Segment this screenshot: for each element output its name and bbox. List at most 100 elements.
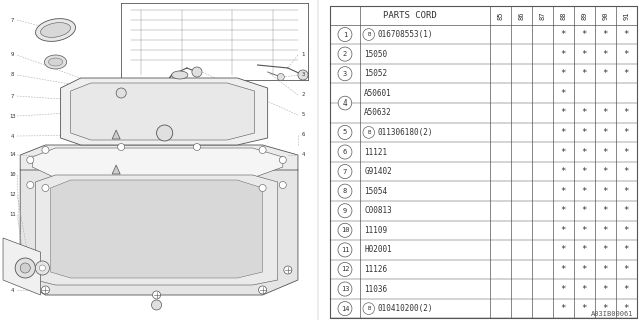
Polygon shape [35,175,278,285]
Circle shape [42,185,49,191]
Text: *: * [623,50,629,59]
Text: *: * [603,128,608,137]
Text: 011306180(2): 011306180(2) [377,128,433,137]
Text: *: * [582,69,587,78]
Text: 85: 85 [497,11,504,20]
Text: 7: 7 [343,169,347,175]
Circle shape [338,301,352,316]
Text: *: * [623,108,629,117]
Circle shape [338,125,352,140]
Text: 010410200(2): 010410200(2) [377,304,433,313]
Text: *: * [561,128,566,137]
Circle shape [338,243,352,257]
Text: 10: 10 [340,227,349,233]
Text: C00813: C00813 [364,206,392,215]
Text: *: * [603,69,608,78]
Text: *: * [623,128,629,137]
Circle shape [279,156,286,164]
Circle shape [27,156,34,164]
Text: *: * [582,30,587,39]
Text: *: * [582,108,587,117]
Text: 9: 9 [10,52,13,58]
Text: *: * [561,206,566,215]
Text: B: B [367,32,371,37]
Polygon shape [51,180,262,278]
Text: 1: 1 [301,52,305,58]
Text: *: * [561,69,566,78]
Text: *: * [582,187,587,196]
Circle shape [363,29,374,40]
Text: 91: 91 [623,11,629,20]
Text: 5: 5 [301,113,305,117]
Text: G91402: G91402 [364,167,392,176]
Text: *: * [561,187,566,196]
Circle shape [259,185,266,191]
Text: *: * [623,206,629,215]
Circle shape [259,147,266,154]
Text: *: * [623,148,629,156]
Text: *: * [623,265,629,274]
Text: *: * [623,245,629,254]
Circle shape [338,47,352,61]
Circle shape [363,303,374,315]
Circle shape [338,96,352,110]
Polygon shape [20,145,298,185]
Circle shape [338,184,352,198]
Text: 3: 3 [301,73,305,77]
Circle shape [42,286,49,294]
Circle shape [338,164,352,179]
Text: 6: 6 [301,132,305,138]
Text: 13: 13 [9,114,15,118]
Circle shape [284,266,292,274]
Polygon shape [32,148,283,178]
Circle shape [338,204,352,218]
Text: *: * [603,206,608,215]
Text: *: * [603,304,608,313]
Circle shape [118,143,125,150]
Text: *: * [582,304,587,313]
Polygon shape [61,78,268,145]
Text: 12: 12 [9,193,15,197]
Text: 86: 86 [518,11,524,20]
Text: 4: 4 [301,153,305,157]
Text: *: * [582,284,587,293]
Text: *: * [603,30,608,39]
Text: 7: 7 [10,18,13,22]
Circle shape [40,265,45,271]
Text: *: * [603,108,608,117]
Text: 87: 87 [540,11,545,20]
Circle shape [192,67,202,77]
Text: *: * [561,245,566,254]
Circle shape [338,67,352,81]
Circle shape [338,223,352,237]
Text: *: * [561,167,566,176]
Text: *: * [561,108,566,117]
Circle shape [338,262,352,276]
Text: 8: 8 [10,73,13,77]
Text: 11109: 11109 [364,226,387,235]
Polygon shape [20,170,298,295]
Text: 4: 4 [10,287,13,292]
Text: *: * [561,148,566,156]
Text: 90: 90 [602,11,609,20]
Circle shape [259,286,267,294]
Circle shape [338,28,352,42]
Circle shape [35,261,49,275]
Text: *: * [561,50,566,59]
Text: 2: 2 [301,92,305,98]
Ellipse shape [44,55,67,69]
Ellipse shape [36,19,76,41]
Text: *: * [603,265,608,274]
Text: *: * [623,69,629,78]
Circle shape [157,125,173,141]
Text: *: * [582,128,587,137]
Text: *: * [561,284,566,293]
Text: 4: 4 [10,133,13,139]
Circle shape [42,147,49,154]
Text: *: * [561,265,566,274]
Text: B: B [367,130,371,135]
Text: *: * [603,284,608,293]
Text: *: * [603,226,608,235]
Text: *: * [623,167,629,176]
Text: *: * [623,226,629,235]
